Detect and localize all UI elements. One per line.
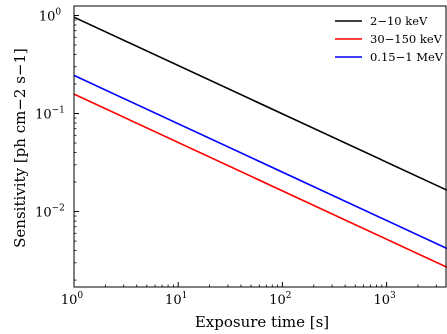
legend-label-1: 30−150 keV [370,32,443,46]
legend-label-0: 2−10 keV [370,14,428,28]
x-tick-label-0: 100 [61,291,84,308]
plot-frame [73,5,447,288]
legend: 2−10 keV 30−150 keV 0.15−1 MeV [335,14,444,64]
series-line-2 [73,74,447,250]
y-tick-label-0: 100 [39,8,62,25]
series-line-1 [73,93,447,269]
x-tick-label-3: 103 [373,291,396,308]
x-tick-label-1: 101 [165,291,187,308]
legend-label-2: 0.15−1 MeV [370,50,444,64]
y-axis-label: Sensitivity [ph cm−2 s−1] [11,48,29,248]
x-tick-label-2: 102 [269,291,291,308]
series-line-0 [73,16,447,191]
series-layer [73,16,447,269]
x-axis-label: Exposure time [s] [195,313,329,331]
y-tick-label-2: 10−2 [35,204,65,221]
y-tick-label-1: 10−1 [35,106,65,123]
